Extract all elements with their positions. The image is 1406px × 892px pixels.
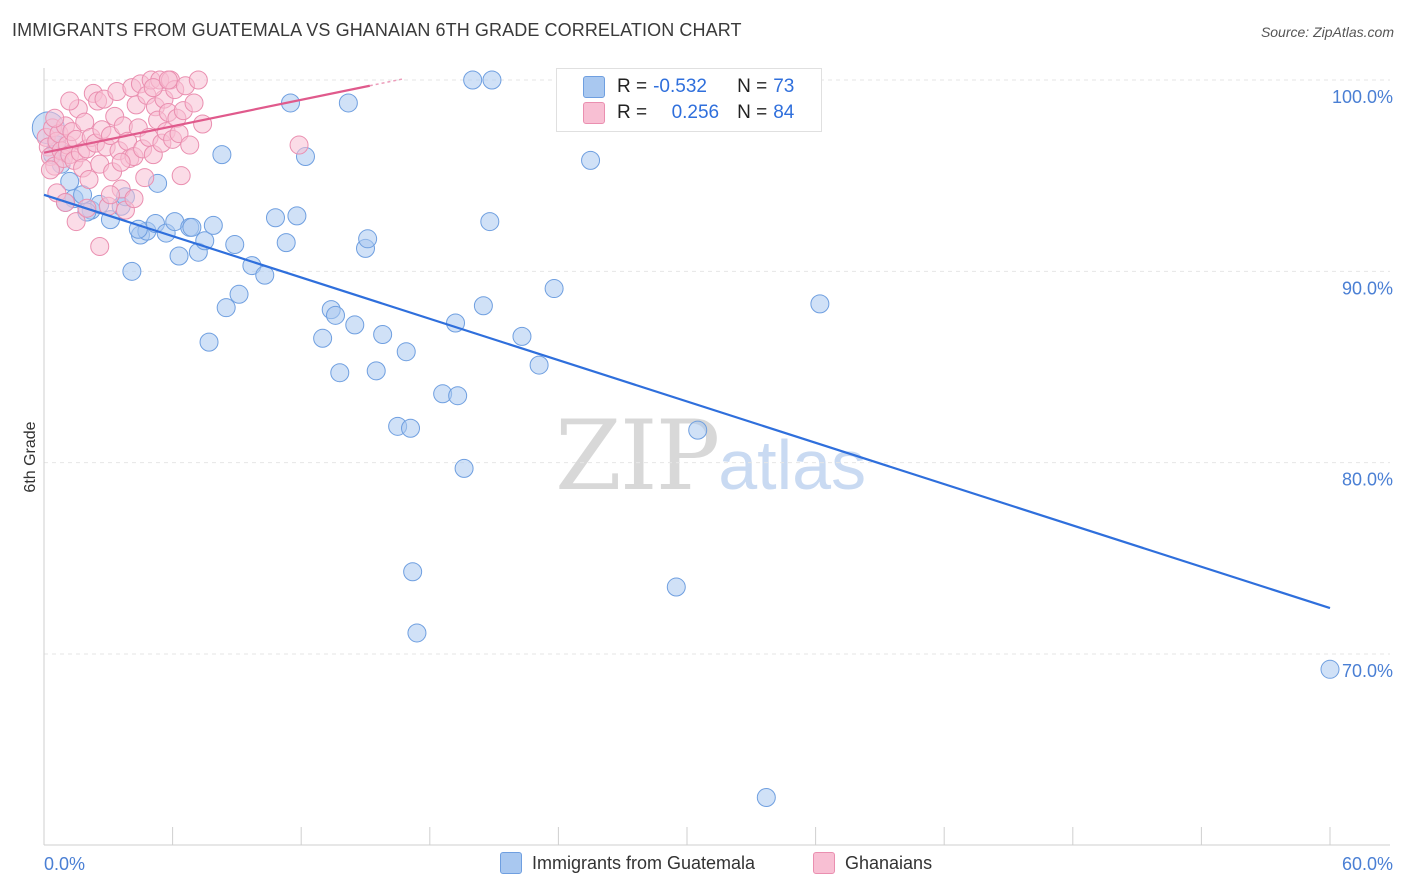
x-tick-label: 0.0% — [44, 854, 85, 874]
guatemala-point — [529, 355, 549, 375]
ghanaian-point — [188, 70, 208, 90]
guatemala-point — [199, 332, 219, 352]
guatemala-point — [325, 305, 345, 325]
legend-label-ghanaians: Ghanaians — [845, 852, 933, 873]
ghanaian-point — [40, 160, 60, 180]
guatemala-point — [122, 261, 142, 281]
series-legend: Immigrants from Guatemala Ghanaians — [0, 852, 1406, 878]
guatemala-point — [454, 458, 474, 478]
y-tick-label: 90.0% — [1342, 278, 1393, 298]
guatemala-trend-line — [43, 193, 1331, 610]
guatemala-point — [338, 93, 358, 113]
ghanaian-point — [90, 236, 110, 256]
guatemala-point — [287, 206, 307, 226]
guatemala-point — [358, 229, 378, 249]
guatemala-point — [373, 324, 393, 344]
legend-r-value-guatemala: -0.532 — [653, 76, 707, 97]
guatemala-point — [482, 70, 502, 90]
guatemala-point — [403, 562, 423, 582]
guatemala-point — [225, 235, 245, 255]
guatemala-point — [480, 212, 500, 232]
guatemala-point — [182, 217, 202, 237]
legend-swatch-ghanaians — [583, 102, 605, 124]
guatemala-point — [229, 284, 249, 304]
guatemala-point — [1320, 659, 1340, 679]
guatemala-point — [688, 420, 708, 440]
ghanaian-point — [184, 93, 204, 113]
guatemala-point — [810, 294, 830, 314]
guatemala-point — [463, 70, 483, 90]
legend-item-guatemala[interactable]: Immigrants from Guatemala — [500, 852, 755, 874]
y-tick-label: 100.0% — [1332, 87, 1393, 107]
guatemala-point — [345, 315, 365, 335]
guatemala-point — [396, 342, 416, 362]
ghanaian-point — [171, 166, 191, 186]
series-guatemala-points — [31, 70, 1340, 807]
ghanaian-point — [45, 108, 65, 128]
source-credit: Source: ZipAtlas.com — [1260, 24, 1394, 40]
guatemala-point — [313, 328, 333, 348]
legend-r-label: R = — [617, 102, 648, 123]
legend-n-label: N = — [737, 102, 768, 123]
ghanaian-point — [289, 135, 309, 155]
legend-n-label: N = — [737, 76, 768, 97]
legend-n-value-guatemala: 73 — [773, 76, 795, 97]
ghanaian-point — [143, 78, 163, 98]
legend-label-guatemala: Immigrants from Guatemala — [532, 852, 756, 873]
y-tick-label: 80.0% — [1342, 470, 1393, 490]
legend-row-ghanaians: R = 0.256 N = 84 — [583, 101, 794, 125]
watermark-zip: ZIP — [555, 400, 720, 512]
guatemala-point — [473, 296, 493, 316]
legend-n-value-ghanaians: 84 — [773, 102, 795, 123]
legend-item-ghanaians[interactable]: Ghanaians — [813, 852, 932, 874]
gridlines — [44, 79, 1390, 655]
ghanaian-point — [180, 135, 200, 155]
guatemala-point — [366, 361, 386, 381]
legend-swatch-guatemala — [583, 76, 605, 98]
tick-labels: 100.0% 90.0% 80.0% 70.0% 0.0% 60.0% — [44, 87, 1393, 874]
ghanaian-point — [111, 152, 131, 172]
y-tick-label: 70.0% — [1342, 661, 1393, 681]
x-tick-label: 60.0% — [1342, 854, 1393, 874]
chart-title: IMMIGRANTS FROM GUATEMALA VS GHANAIAN 6T… — [12, 20, 742, 40]
guatemala-point — [512, 326, 532, 346]
guatemala-point — [544, 279, 564, 299]
ghanaian-point — [66, 212, 86, 232]
guatemala-point — [666, 577, 686, 597]
axes — [43, 68, 1390, 846]
guatemala-point — [756, 788, 776, 807]
guatemala-point — [448, 386, 468, 406]
ghanaian-point — [135, 168, 155, 188]
legend-r-value-ghanaians: 0.256 — [671, 102, 720, 123]
watermark-atlas: atlas — [718, 426, 867, 504]
guatemala-point — [330, 363, 350, 383]
guatemala-point — [216, 298, 236, 318]
ghanaian-point — [79, 169, 99, 189]
guatemala-point — [169, 246, 189, 266]
trend-lines — [43, 78, 1331, 610]
guatemala-point — [407, 623, 427, 643]
ghanaian-trend-line — [43, 84, 371, 154]
ghanaian-point — [60, 91, 80, 111]
legend-r-label: R = — [617, 76, 648, 97]
ghanaian-point — [100, 185, 120, 205]
guatemala-point — [401, 418, 421, 438]
legend-swatch-guatemala — [500, 852, 522, 874]
guatemala-point — [581, 150, 601, 170]
y-axis-title: 6th Grade — [22, 421, 39, 492]
legend-row-guatemala: R = -0.532 N = 73 — [583, 75, 794, 99]
guatemala-point — [265, 208, 285, 228]
ghanaian-point — [158, 70, 178, 90]
correlation-legend: R = -0.532 N = 73 R = 0.256 N = 84 — [556, 68, 822, 132]
ghanaian-point — [124, 189, 144, 209]
watermark: ZIPatlas — [555, 400, 866, 512]
guatemala-point — [212, 145, 232, 165]
legend-swatch-ghanaians — [813, 852, 835, 874]
guatemala-point — [276, 233, 296, 253]
guatemala-point — [203, 215, 223, 235]
